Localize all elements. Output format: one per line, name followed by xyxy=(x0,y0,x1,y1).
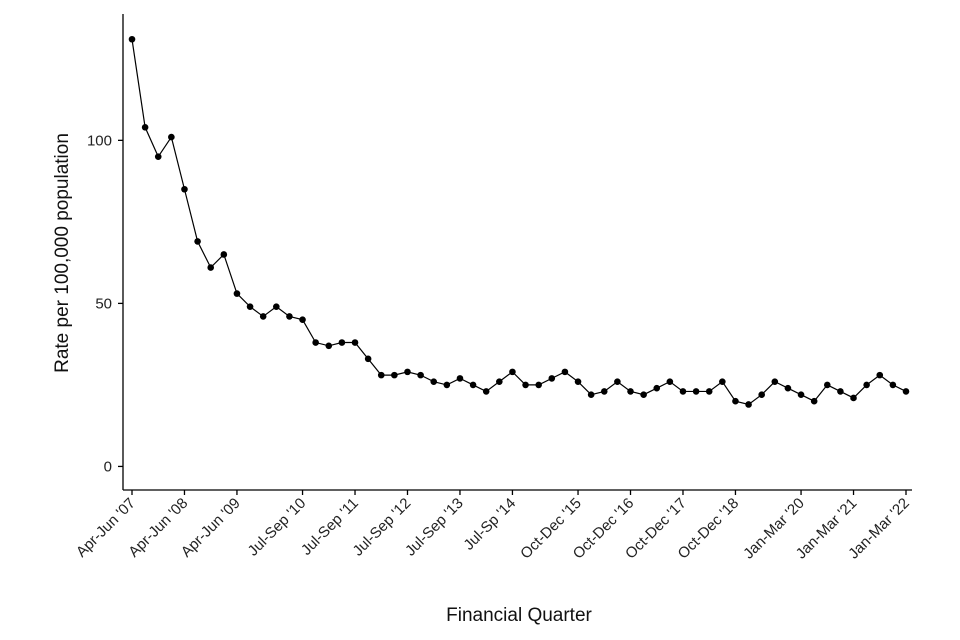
data-point xyxy=(325,342,333,350)
data-point xyxy=(810,397,818,405)
data-point xyxy=(482,388,490,395)
data-point xyxy=(377,371,385,379)
data-point xyxy=(194,238,201,245)
y-tick-label: 0 xyxy=(104,458,112,475)
data-point xyxy=(719,378,726,385)
series-line xyxy=(131,39,907,406)
data-point xyxy=(889,381,897,389)
data-point xyxy=(758,391,765,399)
data-point xyxy=(259,313,267,320)
data-point xyxy=(220,251,228,258)
data-point xyxy=(456,375,464,382)
data-point xyxy=(535,381,542,389)
y-axis-title: Rate per 100,000 population xyxy=(52,133,73,373)
data-point xyxy=(207,264,215,271)
data-point xyxy=(732,397,739,405)
data-point xyxy=(771,378,779,385)
y-ticks: 0 50 100 xyxy=(87,132,123,475)
data-point xyxy=(443,381,451,389)
data-point xyxy=(587,391,595,399)
data-point xyxy=(273,303,280,310)
data-point xyxy=(404,368,411,376)
data-point xyxy=(784,384,792,392)
data-point xyxy=(338,339,346,346)
data-point xyxy=(863,381,870,389)
data-point xyxy=(312,339,319,346)
data-point xyxy=(640,391,647,399)
data-point xyxy=(141,124,149,131)
data-point xyxy=(574,378,582,385)
data-point xyxy=(154,153,162,160)
y-tick-label: 50 xyxy=(95,295,112,312)
data-point xyxy=(128,35,136,43)
x-tick-label: Jul-Sp '14 xyxy=(460,495,519,554)
axes xyxy=(122,14,912,491)
data-point xyxy=(509,368,516,376)
data-point xyxy=(469,381,477,389)
data-point xyxy=(614,378,621,385)
data-point xyxy=(548,375,556,382)
y-tick-label: 100 xyxy=(87,132,112,149)
x-axis-title: Financial Quarter xyxy=(446,605,592,626)
data-point xyxy=(902,388,910,395)
data-point xyxy=(797,391,805,399)
data-point xyxy=(417,371,424,379)
data-point xyxy=(286,313,293,320)
data-point xyxy=(391,371,398,379)
data-point xyxy=(561,368,569,376)
data-point xyxy=(496,378,503,385)
data-point xyxy=(823,381,831,389)
data-point xyxy=(745,401,752,408)
data-point xyxy=(600,388,608,395)
data-point xyxy=(430,378,438,385)
data-point xyxy=(351,339,359,346)
data-point xyxy=(837,388,844,395)
data-point xyxy=(627,388,634,395)
data-point xyxy=(705,388,713,395)
data-point xyxy=(679,388,687,395)
data-point xyxy=(246,303,254,310)
data-point xyxy=(666,378,674,385)
data-point xyxy=(299,316,306,324)
data-point xyxy=(522,381,529,389)
data-point xyxy=(653,384,661,392)
series-layer xyxy=(128,35,910,408)
data-point xyxy=(168,133,175,141)
data-point xyxy=(364,355,372,363)
data-point xyxy=(181,185,188,193)
data-point xyxy=(850,394,857,402)
data-point xyxy=(876,371,884,379)
data-point xyxy=(233,290,241,297)
data-point xyxy=(692,388,700,395)
